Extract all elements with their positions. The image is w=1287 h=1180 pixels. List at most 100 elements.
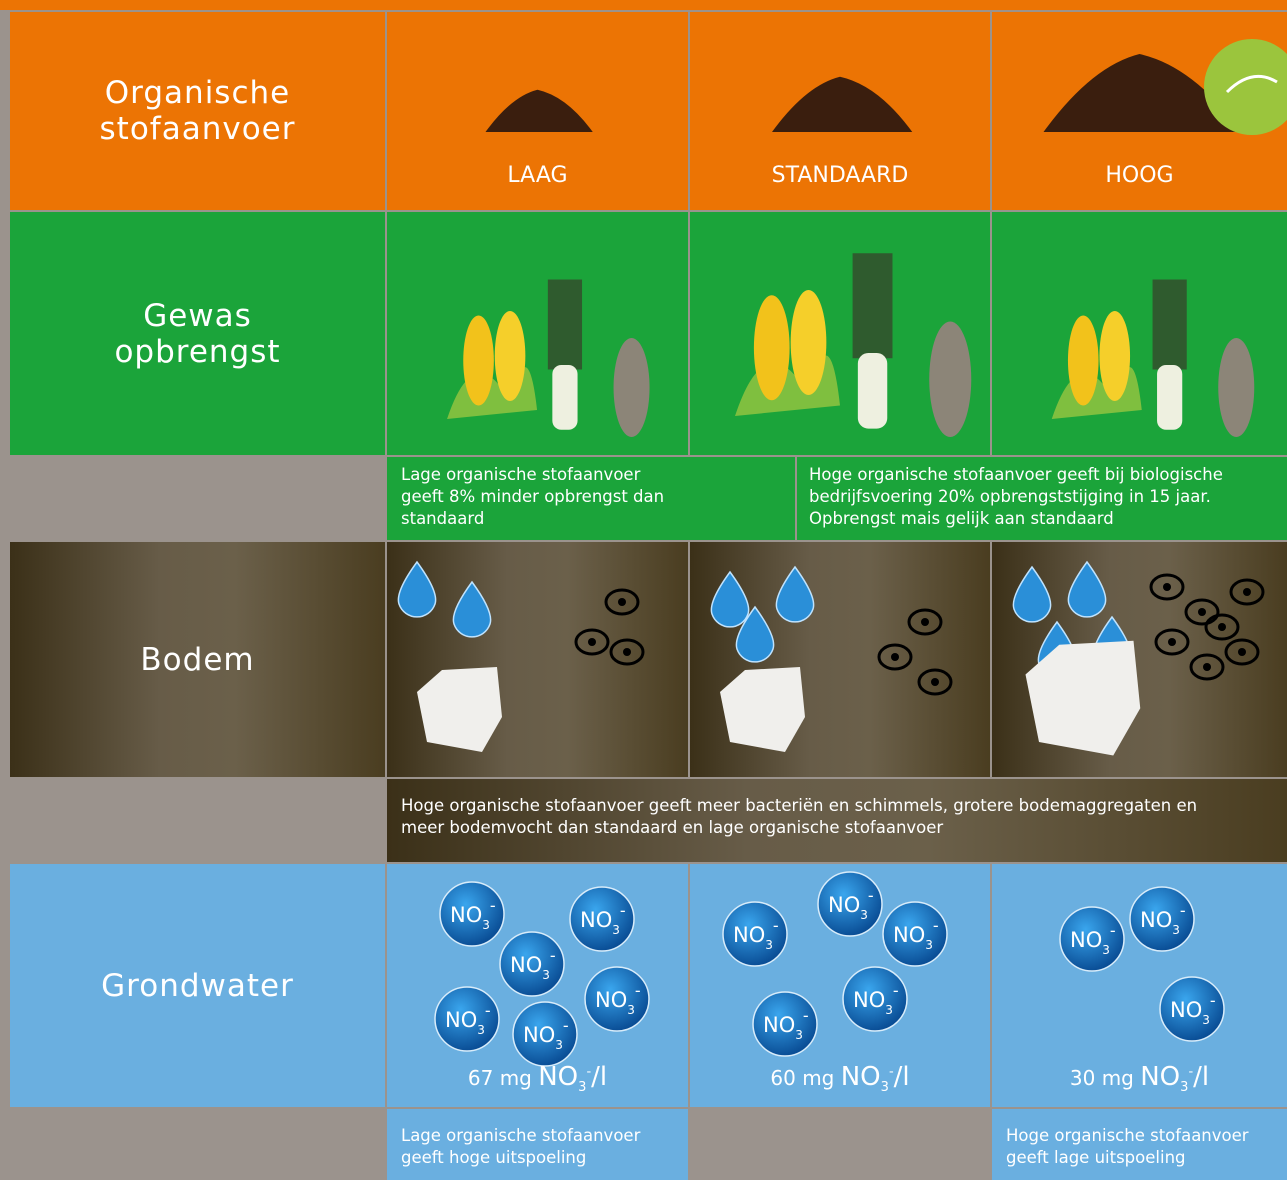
row-header: Bodem: [10, 542, 385, 777]
ion-symbol: NO: [523, 1023, 555, 1047]
corn: [1068, 316, 1099, 406]
row-title: Grondwater: [101, 968, 294, 1004]
ion-charge: -: [635, 981, 641, 1000]
ion-subscript: 3: [482, 918, 490, 932]
ion-subscript: 3: [1172, 923, 1180, 937]
corn: [463, 316, 494, 406]
supply-cell: STANDAARD: [690, 12, 990, 210]
corn: [495, 311, 526, 401]
ion-symbol: NO: [828, 893, 860, 917]
microbe-core: [1238, 648, 1246, 656]
leek-stem: [858, 353, 887, 429]
level-label: HOOG: [992, 163, 1287, 188]
ion-symbol: NO: [1170, 998, 1202, 1022]
yield-note: Hoge organische stofaanvoer geeft bij bi…: [797, 457, 1287, 540]
ion-charge: -: [620, 901, 626, 920]
leek-stem: [552, 365, 577, 430]
supply-cell: LAAG: [387, 12, 688, 210]
groundwater-cell: NO3-NO3-NO3-NO3-NO3-60 mg NO3-/l: [690, 864, 990, 1107]
ion-symbol: NO: [893, 923, 925, 947]
ion-symbol: NO: [841, 1062, 881, 1092]
ion-subscript: 3: [578, 1080, 586, 1095]
microbe-core: [1218, 623, 1226, 631]
amount-per: /l: [894, 1062, 910, 1092]
ion-charge: -: [933, 916, 939, 935]
amount-per: /l: [591, 1062, 607, 1092]
nitrate-amount: 30 mg NO3-/l: [992, 1062, 1287, 1095]
row-header: Organische stofaanvoer: [10, 12, 385, 210]
corn: [1099, 311, 1130, 401]
yield-cell: [690, 212, 990, 455]
beet: [1218, 338, 1254, 437]
soil-art: [387, 542, 688, 777]
nitrate-amount: 60 mg NO3-/l: [690, 1062, 990, 1095]
beet: [614, 338, 650, 437]
microbe-core: [931, 678, 939, 686]
ion-symbol: NO: [763, 1013, 795, 1037]
amount-unit: mg: [1102, 1066, 1134, 1090]
microbe-core: [623, 648, 631, 656]
ion-symbol: NO: [450, 903, 482, 927]
ion-subscript: 3: [555, 1038, 563, 1052]
amount-unit: mg: [500, 1066, 532, 1090]
ion-subscript: 3: [795, 1028, 803, 1042]
row-title: Bodem: [140, 642, 254, 678]
soil-art: [992, 542, 1287, 777]
water-drop: [776, 567, 813, 622]
water-drop: [711, 572, 748, 627]
row-header: Gewas opbrengst: [10, 212, 385, 455]
soil-aggregate: [417, 667, 502, 752]
microbe-core: [588, 638, 596, 646]
microbe-core: [618, 598, 626, 606]
soil-heap-shape: [486, 90, 593, 132]
ion-subscript: 3: [860, 908, 868, 922]
ion-subscript: 3: [612, 923, 620, 937]
crop-group: [1052, 280, 1255, 438]
infographic: Organische stofaanvoer Gewas opbrengst B…: [0, 0, 1287, 1180]
amount-value: 60: [770, 1066, 795, 1090]
microbe-core: [1168, 638, 1176, 646]
water-drop: [453, 582, 490, 637]
crops: [387, 212, 688, 455]
row-header: Grondwater: [10, 864, 385, 1107]
groundwater-cell: NO3-NO3-NO3-30 mg NO3-/l: [992, 864, 1287, 1107]
ion-subscript: 3: [477, 1023, 485, 1037]
crops: [690, 212, 990, 455]
ion-charge: -: [490, 896, 496, 915]
level-label: STANDAARD: [690, 163, 990, 188]
ion-subscript: 3: [1102, 943, 1110, 957]
amount-ion: NO3-/l: [538, 1062, 607, 1092]
level-label: LAAG: [387, 163, 688, 188]
amount-per: /l: [1193, 1062, 1209, 1092]
ion-charge: -: [868, 886, 874, 905]
microbe-core: [1163, 583, 1171, 591]
groundwater-cell: NO3-NO3-NO3-NO3-NO3-NO3-67 mg NO3-/l: [387, 864, 688, 1107]
ion-charge: -: [893, 981, 899, 1000]
crop-group: [735, 253, 971, 437]
soil-cell: [387, 542, 688, 777]
ion-symbol: NO: [1140, 1062, 1180, 1092]
ion-subscript: 3: [1180, 1080, 1188, 1095]
ion-symbol: NO: [595, 988, 627, 1012]
water-drop: [1068, 562, 1105, 617]
ion-charge: -: [485, 1001, 491, 1020]
soil-cell: [690, 542, 990, 777]
row-title: Gewas opbrengst: [83, 298, 313, 370]
ion-charge: -: [550, 946, 556, 965]
leek-leaves: [853, 253, 893, 358]
supply-cell: HOOG: [992, 12, 1287, 210]
ion-symbol: NO: [445, 1008, 477, 1032]
leaching-note: Hoge organische stofaanvoer geeft lage u…: [992, 1109, 1287, 1180]
ion-subscript: 3: [885, 1003, 893, 1017]
yield-cell: [387, 212, 688, 455]
ion-subscript: 3: [627, 1003, 635, 1017]
ion-subscript: 3: [881, 1080, 889, 1095]
nitrate-amount: 67 mg NO3-/l: [387, 1062, 688, 1095]
ion-charge: -: [773, 916, 779, 935]
amount-ion: NO3-/l: [841, 1062, 910, 1092]
ion-charge: -: [803, 1006, 809, 1025]
soil-art: [690, 542, 990, 777]
yield-note: Lage organische stofaanvoer geeft 8% min…: [387, 457, 795, 540]
ion-symbol: NO: [580, 908, 612, 932]
ion-subscript: 3: [925, 938, 933, 952]
